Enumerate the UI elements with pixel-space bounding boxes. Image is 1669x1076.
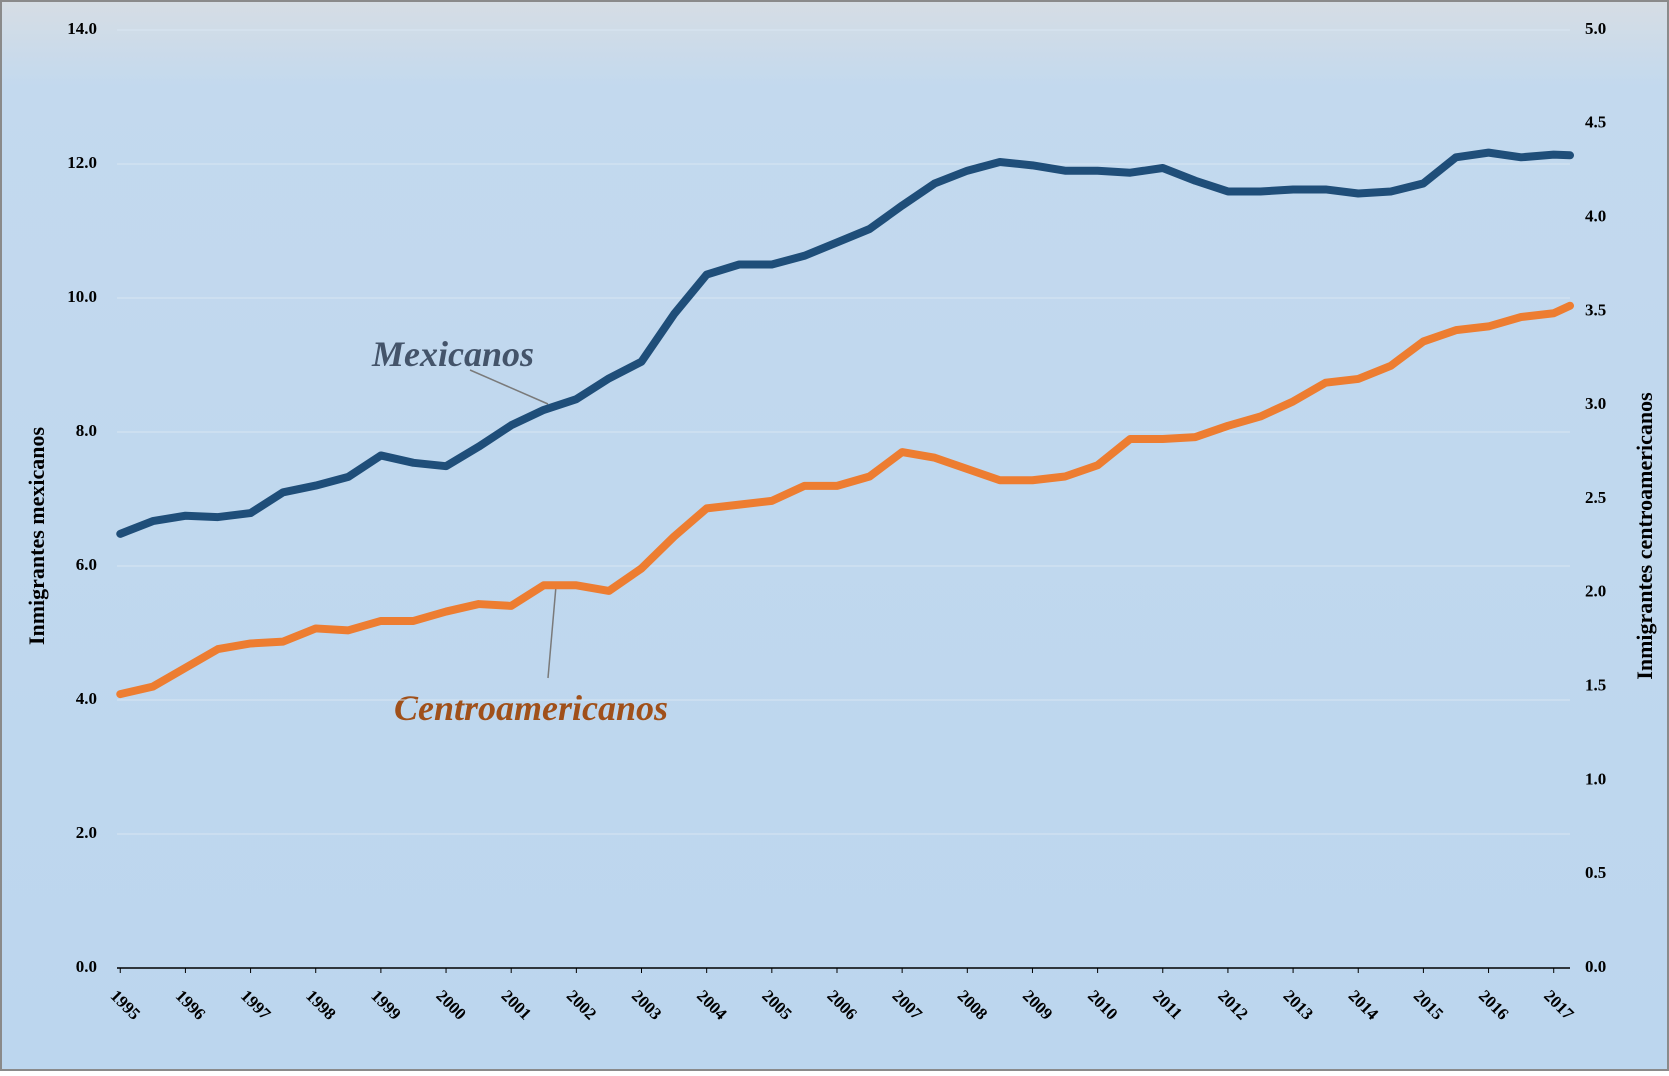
annotation: Mexicanos (371, 334, 534, 374)
y2-tick-label: 3.5 (1585, 300, 1606, 319)
y2-tick-label: 2.0 (1585, 582, 1606, 601)
y2-tick-label: 0.0 (1585, 957, 1606, 976)
y2-axis-label: Inmigrantes centroamericanos (1632, 392, 1657, 680)
annotation: Centroamericanos (394, 688, 668, 728)
y-tick-label: 2.0 (76, 823, 97, 842)
y2-tick-label: 4.0 (1585, 207, 1606, 226)
y-tick-label: 14.0 (67, 19, 97, 38)
leader-line (469, 369, 549, 405)
y2-tick-label: 0.5 (1585, 863, 1606, 882)
y2-tick-label: 1.5 (1585, 676, 1606, 695)
y2-tick-label: 4.5 (1585, 113, 1606, 132)
y-tick-label: 12.0 (67, 153, 97, 172)
y-tick-label: 8.0 (76, 421, 97, 440)
y-axis-label: Inmigrantes mexicanos (24, 426, 49, 645)
y-tick-label: 10.0 (67, 287, 97, 306)
y2-tick-label: 2.5 (1585, 488, 1606, 507)
series-line (116, 148, 1574, 538)
y-tick-label: 0.0 (76, 957, 97, 976)
series-line (116, 301, 1574, 699)
y-tick-label: 6.0 (76, 555, 97, 574)
y-tick-label: 4.0 (76, 689, 97, 708)
y2-tick-label: 1.0 (1585, 769, 1606, 788)
y2-tick-label: 3.0 (1585, 394, 1606, 413)
leader-line (547, 585, 557, 679)
y2-tick-label: 5.0 (1585, 19, 1606, 38)
